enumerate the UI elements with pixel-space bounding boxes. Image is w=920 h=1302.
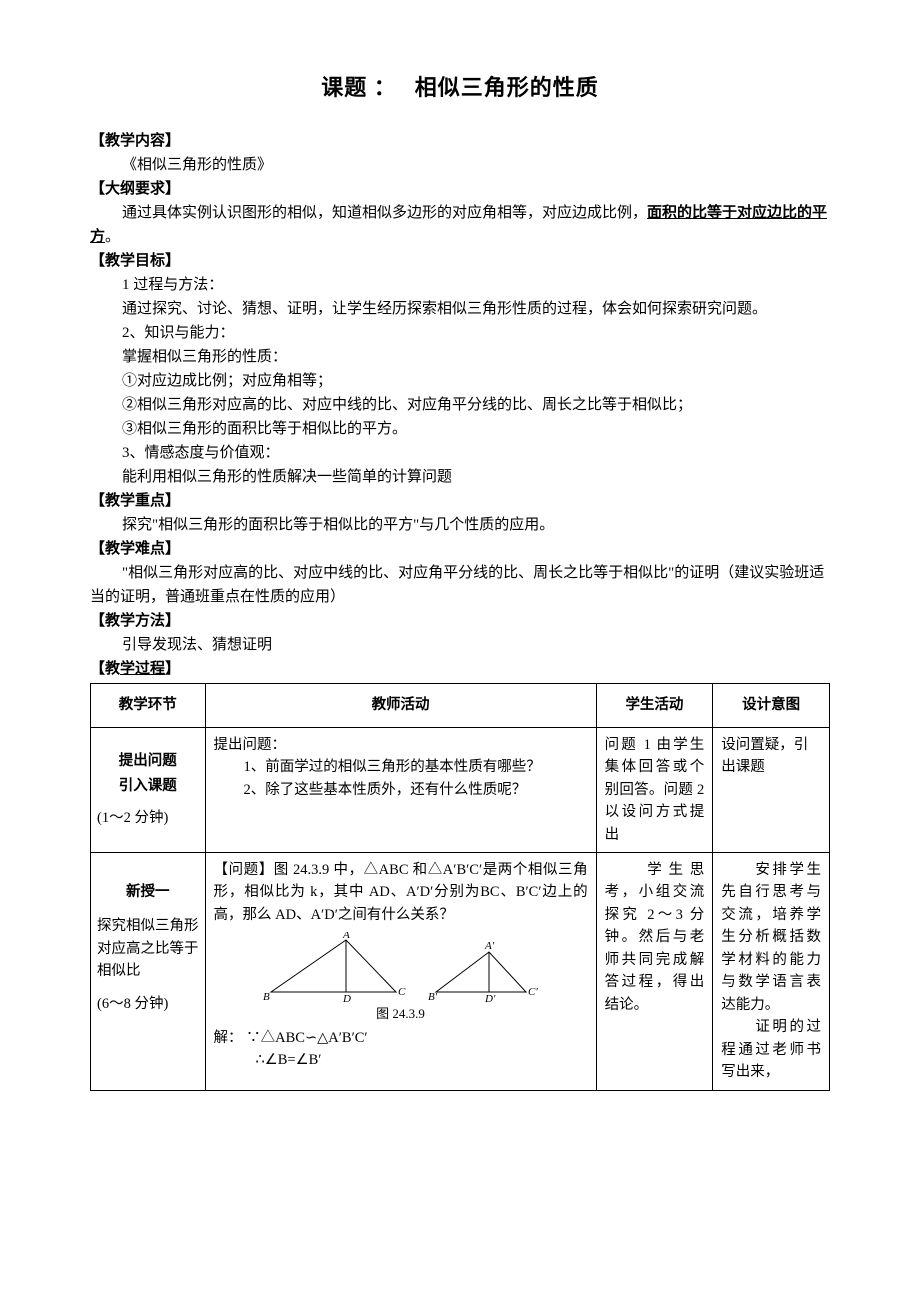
body-outline: 通过具体实例认识图形的相似，知道相似多边形的对应角相等，对应边成比例，面积的比等… (90, 201, 830, 249)
table-header-row: 教学环节 教师活动 学生活动 设计意图 (91, 684, 830, 727)
cell-stage-2: 新授一 探究相似三角形对应高之比等于相似比 (6～8 分钟) (91, 853, 206, 1091)
heading-process: 【教学过程】 (90, 657, 830, 681)
diagram-caption: 图 24.3.9 (214, 1004, 588, 1024)
label-Ap: A′ (484, 940, 495, 952)
section-difficulty: 【教学难点】 "相似三角形对应高的比、对应中线的比、对应角平分线的比、周长之比等… (90, 537, 830, 609)
section-method: 【教学方法】 引导发现法、猜想证明 (90, 609, 830, 657)
heading-focus: 【教学重点】 (90, 489, 830, 513)
goal-item2-line3: ②相似三角形对应高的比、对应中线的比、对应角平分线的比、周长之比等于相似比； (90, 393, 830, 417)
solution-line: 解： ∵△ABC∽△A′B′C′ (214, 1027, 588, 1049)
heading-content: 【教学内容】 (90, 129, 830, 153)
th-intent: 设计意图 (713, 684, 830, 727)
title-main: 相似三角形的性质 (415, 75, 599, 100)
label-B: B (263, 991, 270, 1003)
body-method: 引导发现法、猜想证明 (90, 633, 830, 657)
section-content: 【教学内容】 《相似三角形的性质》 (90, 129, 830, 177)
section-outline: 【大纲要求】 通过具体实例认识图形的相似，知道相似多边形的对应角相等，对应边成比… (90, 177, 830, 249)
section-process: 【教学过程】 (90, 657, 830, 681)
heading-method: 【教学方法】 (90, 609, 830, 633)
cell-student-2: 学生思考，小组交流探究 2～3 分钟。然后与老师共同完成解答过程，得出结论。 (596, 853, 713, 1091)
solution-line2: ∴∠B=∠B′ (214, 1049, 588, 1071)
cell-teacher-1: 提出问题： 1、前面学过的相似三角形的基本性质有哪些？ 2、除了这些基本性质外，… (205, 727, 596, 852)
label-C: C (398, 986, 406, 998)
th-stage: 教学环节 (91, 684, 206, 727)
goal-item1-label: 1 过程与方法： (90, 273, 830, 297)
section-goal: 【教学目标】 1 过程与方法： 通过探究、讨论、猜想、证明，让学生经历探索相似三… (90, 249, 830, 489)
label-Bp: B′ (428, 991, 438, 1003)
body-difficulty: "相似三角形对应高的比、对应中线的比、对应角平分线的比、周长之比等于相似比"的证… (90, 561, 830, 609)
goal-item3-label: 3、情感态度与价值观： (90, 441, 830, 465)
label-D: D (342, 993, 351, 1004)
goal-item1-body: 通过探究、讨论、猜想、证明，让学生经历探索相似三角形性质的过程，体会如何探索研究… (90, 297, 830, 321)
process-table: 教学环节 教师活动 学生活动 设计意图 提出问题 引入课题 (1～2 分钟) 提… (90, 683, 830, 1091)
cell-teacher-2: 【问题】图 24.3.9 中，△ABC 和△A′B′C′是两个相似三角形，相似比… (205, 853, 596, 1091)
goal-item2-line2: ①对应边成比例；对应角相等； (90, 369, 830, 393)
table-row: 新授一 探究相似三角形对应高之比等于相似比 (6～8 分钟) 【问题】图 24.… (91, 853, 830, 1091)
page-title: 课题 ： 相似三角形的性质 (90, 70, 830, 105)
heading-outline: 【大纲要求】 (90, 177, 830, 201)
cell-student-1: 问题 1 由学生集体回答或个别回答。问题 2 以设问方式提出 (596, 727, 713, 852)
th-teacher: 教师活动 (205, 684, 596, 727)
body-focus: 探究"相似三角形的面积比等于相似比的平方"与几个性质的应用。 (90, 513, 830, 537)
goal-item3-body: 能利用相似三角形的性质解决一些简单的计算问题 (90, 465, 830, 489)
label-Dp: D′ (484, 993, 496, 1004)
table-row: 提出问题 引入课题 (1～2 分钟) 提出问题： 1、前面学过的相似三角形的基本… (91, 727, 830, 852)
triangle-diagram: A B C D A′ B′ C′ D′ (214, 932, 588, 1004)
heading-difficulty: 【教学难点】 (90, 537, 830, 561)
body-content: 《相似三角形的性质》 (90, 153, 830, 177)
heading-goal: 【教学目标】 (90, 249, 830, 273)
goal-item2-line1: 掌握相似三角形的性质： (90, 345, 830, 369)
cell-intent-1: 设问置疑，引出课题 (713, 727, 830, 852)
title-prefix: 课题 ： (321, 75, 397, 100)
th-student: 学生活动 (596, 684, 713, 727)
cell-intent-2: 安排学生先自行思考与交流，培养学生分析概括数学材料的能力与数学语言表达能力。 证… (713, 853, 830, 1091)
label-A: A (342, 932, 350, 941)
cell-stage-1: 提出问题 引入课题 (1～2 分钟) (91, 727, 206, 852)
section-focus: 【教学重点】 探究"相似三角形的面积比等于相似比的平方"与几个性质的应用。 (90, 489, 830, 537)
goal-item2-line4: ③相似三角形的面积比等于相似比的平方。 (90, 417, 830, 441)
goal-item2-label: 2、知识与能力： (90, 321, 830, 345)
label-Cp: C′ (528, 986, 538, 998)
